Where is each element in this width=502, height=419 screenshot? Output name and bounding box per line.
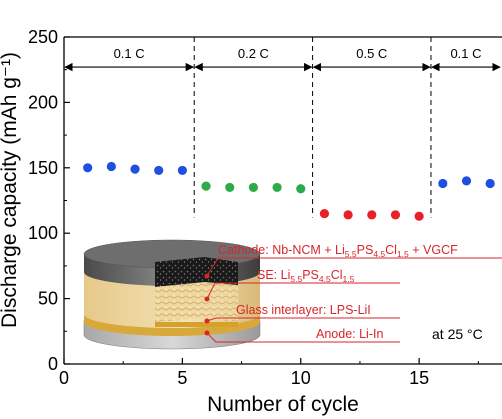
y-tick-label: 150 [28, 158, 58, 178]
data-point [485, 178, 495, 189]
y-tick-label: 0 [48, 354, 58, 374]
data-point [438, 178, 448, 189]
data-point [272, 182, 282, 193]
data-point [319, 208, 330, 219]
data-point [248, 182, 259, 193]
data-point [130, 164, 140, 174]
y-tick-label: 250 [28, 27, 58, 47]
cathode-label: Cathode: Nb-NCM + Li5.5PS4.5Cl1.5 + VGCF [218, 243, 458, 259]
x-axis-title: Number of cycle [207, 393, 359, 416]
data-point [83, 163, 93, 173]
x-tick-label: 10 [291, 368, 311, 388]
data-point [461, 176, 472, 186]
rate-label: 0.1 C [450, 46, 481, 61]
plot-axes: 0 50 100 150 200 250 0 5 10 15 [28, 27, 502, 388]
y-axis-title: Discharge capacity (mAh g⁻¹) [0, 52, 21, 328]
data-point [343, 210, 353, 220]
data-point [225, 182, 235, 193]
data-point [367, 210, 377, 220]
rate-arrows: 0.1 C 0.2 C 0.5 C 0.1 C [64, 46, 501, 72]
y-tick-label: 200 [28, 92, 58, 112]
rate-dividers [193, 37, 432, 218]
x-tick-label: 0 [59, 368, 69, 388]
rate-label: 0.5 C [356, 46, 387, 61]
y-tick-label: 100 [28, 223, 58, 243]
cutaway-gold [155, 322, 238, 327]
data-point [154, 165, 164, 176]
x-tick-label: 5 [177, 368, 187, 388]
temperature-label: at 25 °C [432, 326, 483, 342]
cutaway-top-dark [205, 257, 238, 285]
data-point [390, 210, 401, 220]
anode-label: Anode: Li-In [316, 327, 383, 341]
data-point [296, 184, 306, 194]
data-points [83, 161, 495, 221]
interlayer-label: Glass interlayer: LPS-LiI [236, 303, 371, 317]
rate-label: 0.2 C [238, 46, 269, 61]
x-tick-label: 15 [409, 368, 429, 388]
se-label: SE: Li5.5PS4.5Cl1.5 [257, 268, 355, 284]
data-point [106, 161, 116, 172]
rate-label: 0.1 C [114, 46, 145, 61]
callout-leaders [204, 257, 502, 343]
data-point [201, 181, 211, 191]
data-point [414, 211, 424, 221]
cutaway-cathode [155, 257, 205, 287]
data-point [177, 165, 187, 176]
cutaway-se [155, 282, 205, 322]
y-tick-label: 50 [38, 289, 58, 309]
